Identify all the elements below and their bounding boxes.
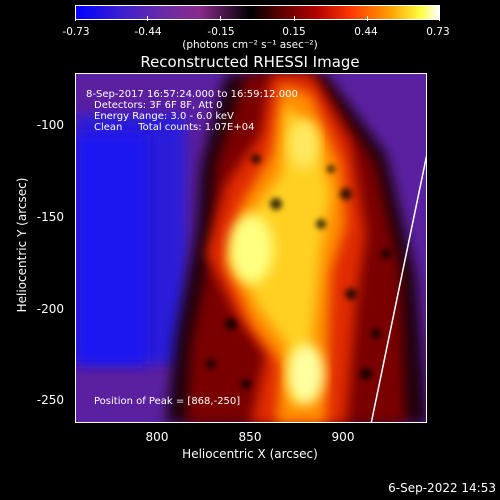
colorbar-label: -0.44 (134, 26, 162, 38)
colorbar-tick (294, 16, 295, 21)
clean-counts-text: Clean Total counts: 1.07E+04 (94, 122, 255, 133)
y-tick-label: -200 (36, 302, 64, 316)
colorbar-tick (439, 16, 440, 21)
heatmap-image (76, 74, 426, 422)
y-tick-label: -250 (36, 393, 64, 407)
colorbar-tick (147, 16, 148, 21)
colorbar-units: (photons cm⁻² s⁻¹ asec⁻²) (182, 39, 318, 51)
x-tick-label: 900 (331, 430, 355, 444)
colorbar-label: 0.44 (354, 26, 378, 38)
colorbar-label: 0.73 (426, 26, 450, 38)
x-tick-label: 800 (145, 430, 169, 444)
y-tick-label: -100 (36, 118, 64, 132)
y-axis-label: Heliocentric Y (arcsec) (15, 177, 29, 313)
peak-position-text: Position of Peak = [868,-250] (94, 396, 241, 407)
colorbar-label: 0.15 (282, 26, 306, 38)
rhessi-image-plot: 8-Sep-2017 16:57:24.000 to 16:59:12.000 … (75, 73, 427, 423)
time-range-text: 8-Sep-2017 16:57:24.000 to 16:59:12.000 (86, 89, 298, 100)
colorbar-tick (367, 16, 368, 21)
date-stamp: 6-Sep-2022 14:53 (388, 481, 496, 495)
x-tick-label: 850 (238, 430, 262, 444)
x-axis-label: Heliocentric X (arcsec) (182, 447, 318, 461)
plot-title: Reconstructed RHESSI Image (140, 53, 360, 71)
colorbar (75, 5, 440, 20)
colorbar-tick (75, 16, 76, 21)
energy-range-text: Energy Range: 3.0 - 6.0 keV (94, 111, 234, 122)
colorbar-label: -0.73 (62, 26, 90, 38)
y-tick-label: -150 (36, 210, 64, 224)
colorbar-label: -0.15 (207, 26, 235, 38)
colorbar-tick (220, 16, 221, 21)
detectors-text: Detectors: 3F 6F 8F, Att 0 (94, 100, 223, 111)
